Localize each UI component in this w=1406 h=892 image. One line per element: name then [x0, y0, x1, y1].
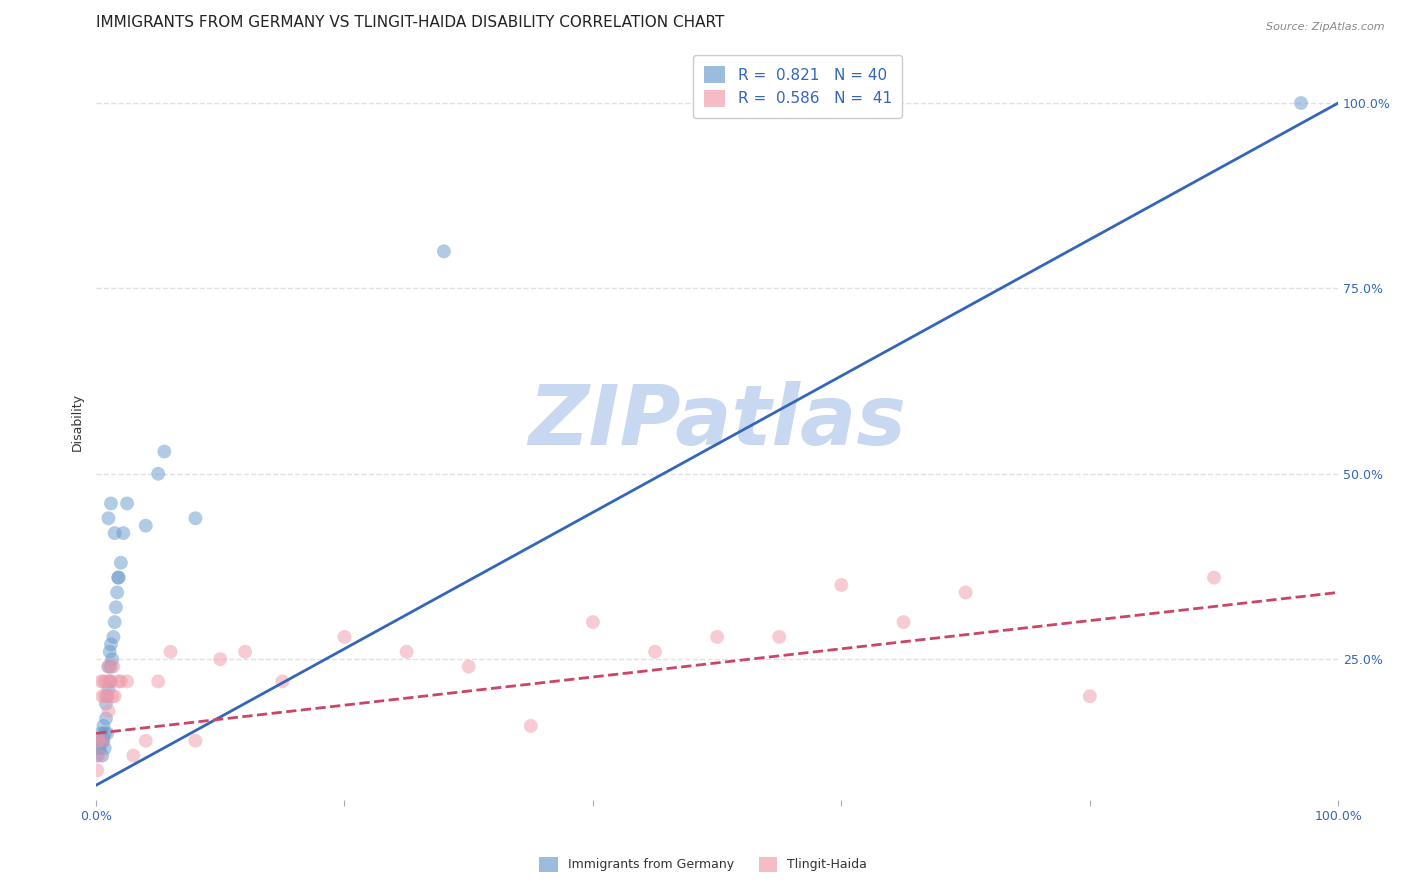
- Point: [103, 659, 125, 673]
- Point: [893, 615, 915, 629]
- Point: [122, 748, 145, 763]
- Point: [153, 444, 176, 458]
- Point: [644, 645, 666, 659]
- Point: [107, 571, 129, 585]
- Point: [93, 726, 115, 740]
- Point: [98, 645, 121, 659]
- Point: [146, 467, 169, 481]
- Point: [110, 674, 132, 689]
- Point: [94, 711, 117, 725]
- Legend: R =  0.821   N = 40, R =  0.586   N =  41: R = 0.821 N = 40, R = 0.586 N = 41: [693, 55, 903, 118]
- Point: [107, 674, 129, 689]
- Point: [104, 690, 127, 704]
- Point: [100, 637, 122, 651]
- Point: [97, 511, 120, 525]
- Point: [1289, 95, 1312, 110]
- Point: [93, 674, 115, 689]
- Point: [86, 748, 108, 763]
- Point: [395, 645, 418, 659]
- Point: [96, 726, 118, 740]
- Point: [101, 690, 124, 704]
- Text: ZIPatlas: ZIPatlas: [529, 382, 905, 462]
- Point: [93, 690, 115, 704]
- Point: [91, 733, 114, 747]
- Point: [96, 690, 118, 704]
- Point: [87, 733, 110, 747]
- Point: [105, 585, 128, 599]
- Legend: Immigrants from Germany, Tlingit-Haida: Immigrants from Germany, Tlingit-Haida: [534, 852, 872, 877]
- Point: [107, 571, 129, 585]
- Point: [91, 748, 114, 763]
- Point: [100, 674, 122, 689]
- Text: IMMIGRANTS FROM GERMANY VS TLINGIT-HAIDA DISABILITY CORRELATION CHART: IMMIGRANTS FROM GERMANY VS TLINGIT-HAIDA…: [96, 15, 724, 30]
- Point: [830, 578, 852, 592]
- Point: [110, 556, 132, 570]
- Point: [112, 526, 135, 541]
- Point: [104, 600, 127, 615]
- Point: [86, 764, 108, 778]
- Point: [93, 741, 115, 756]
- Point: [955, 585, 977, 599]
- Point: [94, 674, 117, 689]
- Text: Source: ZipAtlas.com: Source: ZipAtlas.com: [1267, 22, 1385, 32]
- Point: [433, 244, 456, 259]
- Point: [97, 681, 120, 696]
- Point: [98, 674, 121, 689]
- Point: [706, 630, 728, 644]
- Point: [271, 674, 294, 689]
- Point: [146, 674, 169, 689]
- Point: [91, 690, 114, 704]
- Point: [115, 674, 138, 689]
- Point: [93, 733, 115, 747]
- Point: [97, 704, 120, 718]
- Point: [1078, 690, 1101, 704]
- Point: [93, 719, 115, 733]
- Point: [98, 674, 121, 689]
- Point: [768, 630, 790, 644]
- Point: [100, 496, 122, 510]
- Point: [89, 741, 111, 756]
- Point: [159, 645, 181, 659]
- Point: [582, 615, 605, 629]
- Point: [94, 697, 117, 711]
- Point: [91, 733, 114, 747]
- Point: [104, 526, 127, 541]
- Point: [87, 741, 110, 756]
- Point: [100, 659, 122, 673]
- Point: [90, 733, 112, 747]
- Y-axis label: Disability: Disability: [72, 392, 84, 450]
- Point: [457, 659, 479, 673]
- Point: [135, 733, 157, 747]
- Point: [89, 748, 111, 763]
- Point: [184, 511, 207, 525]
- Point: [115, 496, 138, 510]
- Point: [520, 719, 543, 733]
- Point: [101, 652, 124, 666]
- Point: [97, 659, 120, 673]
- Point: [96, 690, 118, 704]
- Point: [103, 630, 125, 644]
- Point: [209, 652, 232, 666]
- Point: [135, 518, 157, 533]
- Point: [233, 645, 256, 659]
- Point: [184, 733, 207, 747]
- Point: [1202, 571, 1225, 585]
- Point: [90, 674, 112, 689]
- Point: [104, 615, 127, 629]
- Point: [97, 659, 120, 673]
- Point: [90, 726, 112, 740]
- Point: [333, 630, 356, 644]
